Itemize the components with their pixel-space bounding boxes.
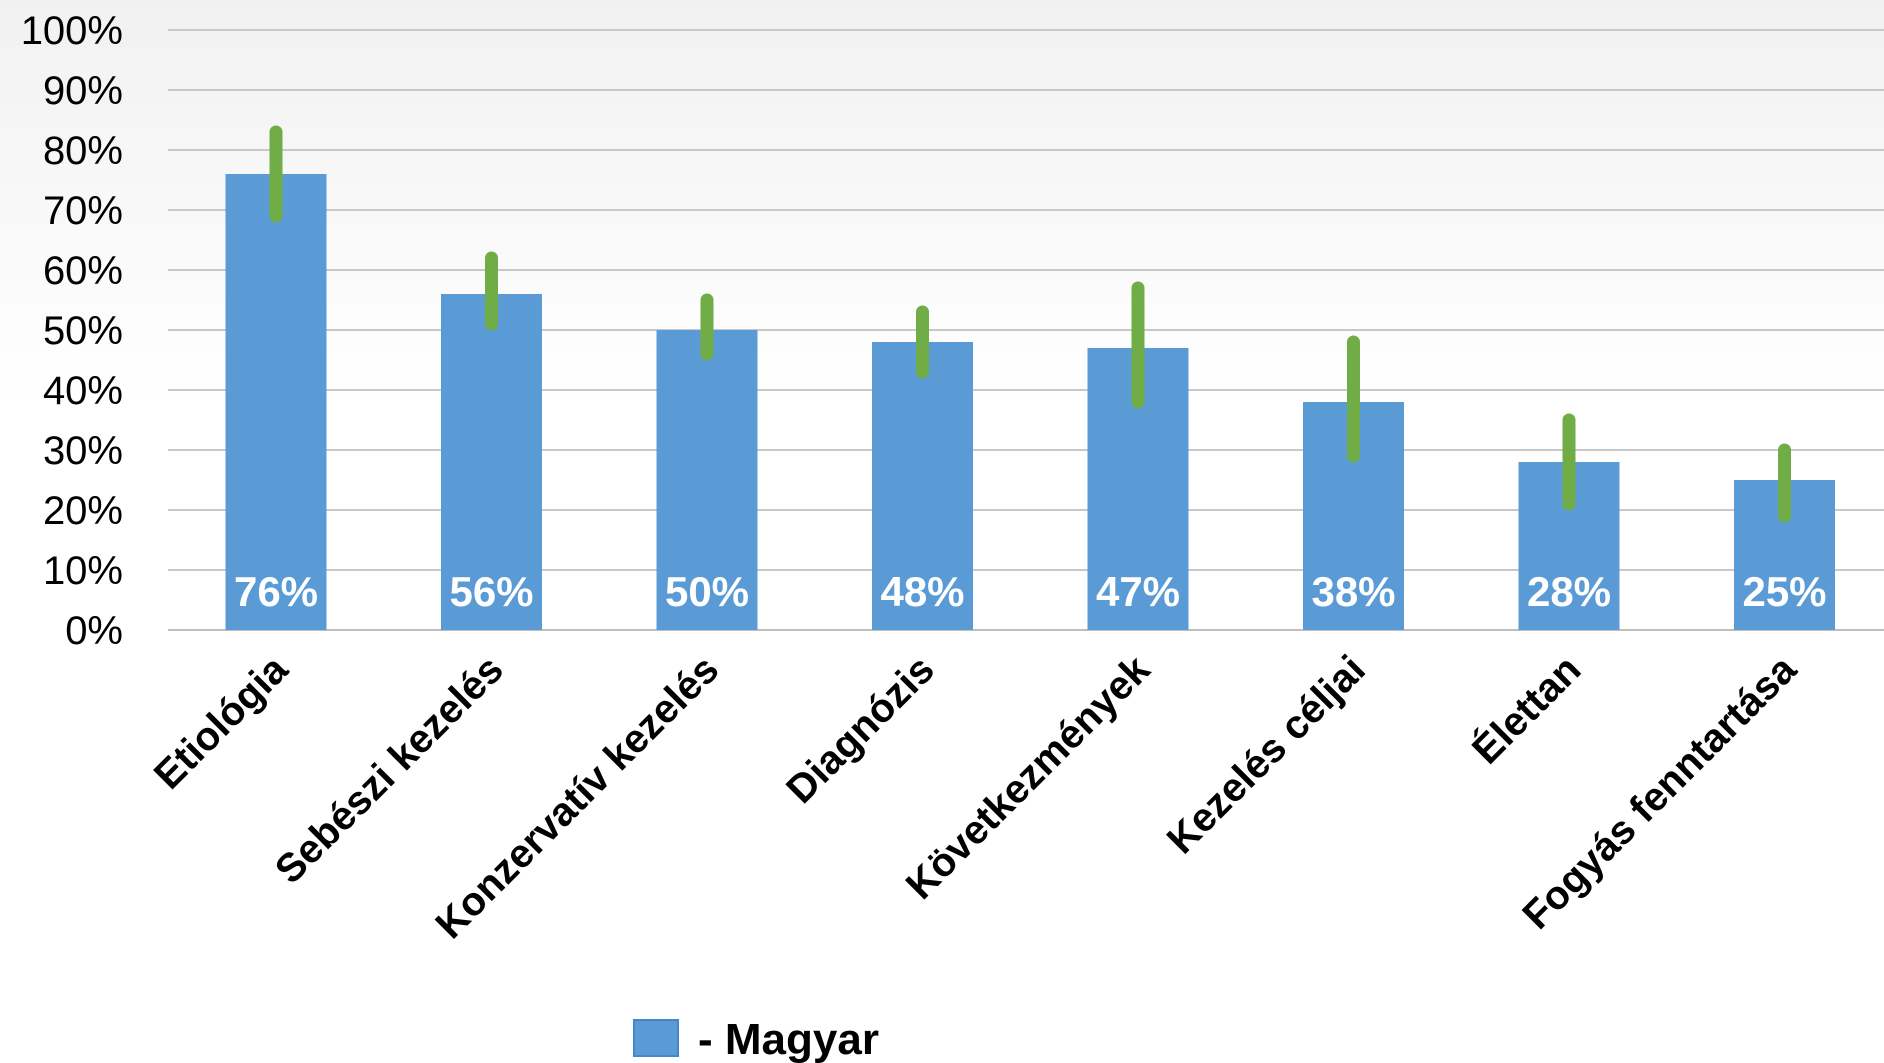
error-bars (269, 125, 1791, 523)
y-axis: 0% 10% 20% 30% 40% 50% 60% 70% 80% 90% 100% (21, 9, 123, 653)
y-tick-label: 30% (43, 429, 123, 473)
legend-swatch-magyar (633, 1019, 679, 1057)
data-label: 38% (1311, 568, 1395, 615)
x-tick-label: Következmények (898, 647, 1159, 908)
y-tick-label: 100% (21, 9, 123, 53)
y-tick-label: 20% (43, 489, 123, 533)
bar (441, 294, 542, 630)
data-label: 50% (665, 568, 749, 615)
bars (225, 174, 1835, 630)
y-tick-label: 10% (43, 549, 123, 593)
y-tick-label: 80% (43, 129, 123, 173)
bar (872, 342, 973, 630)
legend-label-magyar: - Magyar (698, 1015, 879, 1063)
x-tick-label: Sebészi kezelés (267, 647, 512, 892)
x-tick-label: Etiológia (146, 647, 297, 798)
y-tick-label: 90% (43, 69, 123, 113)
x-tick-label: Diagnózis (778, 647, 943, 812)
y-tick-label: 70% (43, 189, 123, 233)
data-labels: 76% 56% 50% 48% 47% 38% 28% 25% (234, 568, 1827, 615)
data-label: 28% (1527, 568, 1611, 615)
y-tick-label: 60% (43, 249, 123, 293)
bar (225, 174, 327, 630)
legend: - Magyar (633, 1015, 879, 1063)
data-label: 76% (234, 568, 318, 615)
y-tick-label: 50% (43, 309, 123, 353)
bar (656, 330, 758, 630)
x-tick-label: Kezelés céljai (1159, 647, 1374, 862)
y-tick-label: 40% (43, 369, 123, 413)
gridlines (168, 29, 1884, 631)
data-label: 48% (880, 568, 964, 615)
y-tick-label: 0% (65, 609, 123, 653)
data-label: 47% (1096, 568, 1180, 615)
data-label: 25% (1742, 568, 1826, 615)
x-tick-label: Élettan (1463, 647, 1589, 773)
data-label: 56% (449, 568, 533, 615)
